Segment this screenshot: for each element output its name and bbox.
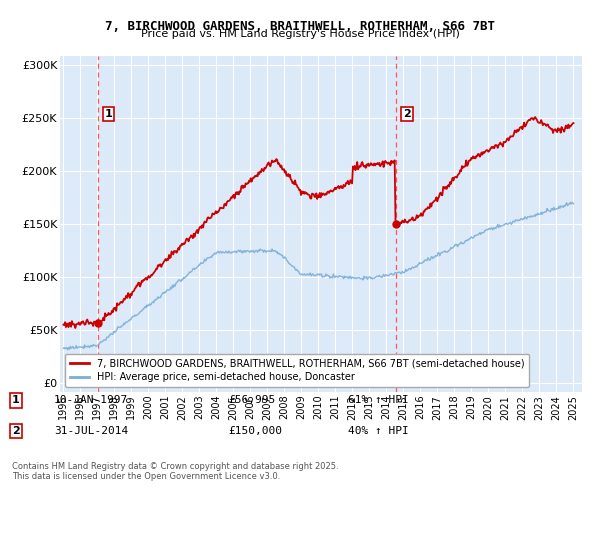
Text: 31-JUL-2014: 31-JUL-2014 [54, 426, 128, 436]
Text: 1: 1 [105, 110, 112, 119]
Text: 2: 2 [403, 110, 411, 119]
Text: 10-JAN-1997: 10-JAN-1997 [54, 395, 128, 405]
Text: 2: 2 [12, 426, 20, 436]
Text: 61% ↑ HPI: 61% ↑ HPI [348, 395, 409, 405]
Text: Price paid vs. HM Land Registry's House Price Index (HPI): Price paid vs. HM Land Registry's House … [140, 29, 460, 39]
Text: £56,995: £56,995 [228, 395, 275, 405]
Text: 1: 1 [12, 395, 20, 405]
Text: Contains HM Land Registry data © Crown copyright and database right 2025.
This d: Contains HM Land Registry data © Crown c… [12, 462, 338, 482]
Text: £150,000: £150,000 [228, 426, 282, 436]
Legend: 7, BIRCHWOOD GARDENS, BRAITHWELL, ROTHERHAM, S66 7BT (semi-detached house), HPI:: 7, BIRCHWOOD GARDENS, BRAITHWELL, ROTHER… [65, 353, 529, 387]
Text: 40% ↑ HPI: 40% ↑ HPI [348, 426, 409, 436]
Text: 7, BIRCHWOOD GARDENS, BRAITHWELL, ROTHERHAM, S66 7BT: 7, BIRCHWOOD GARDENS, BRAITHWELL, ROTHER… [105, 20, 495, 32]
